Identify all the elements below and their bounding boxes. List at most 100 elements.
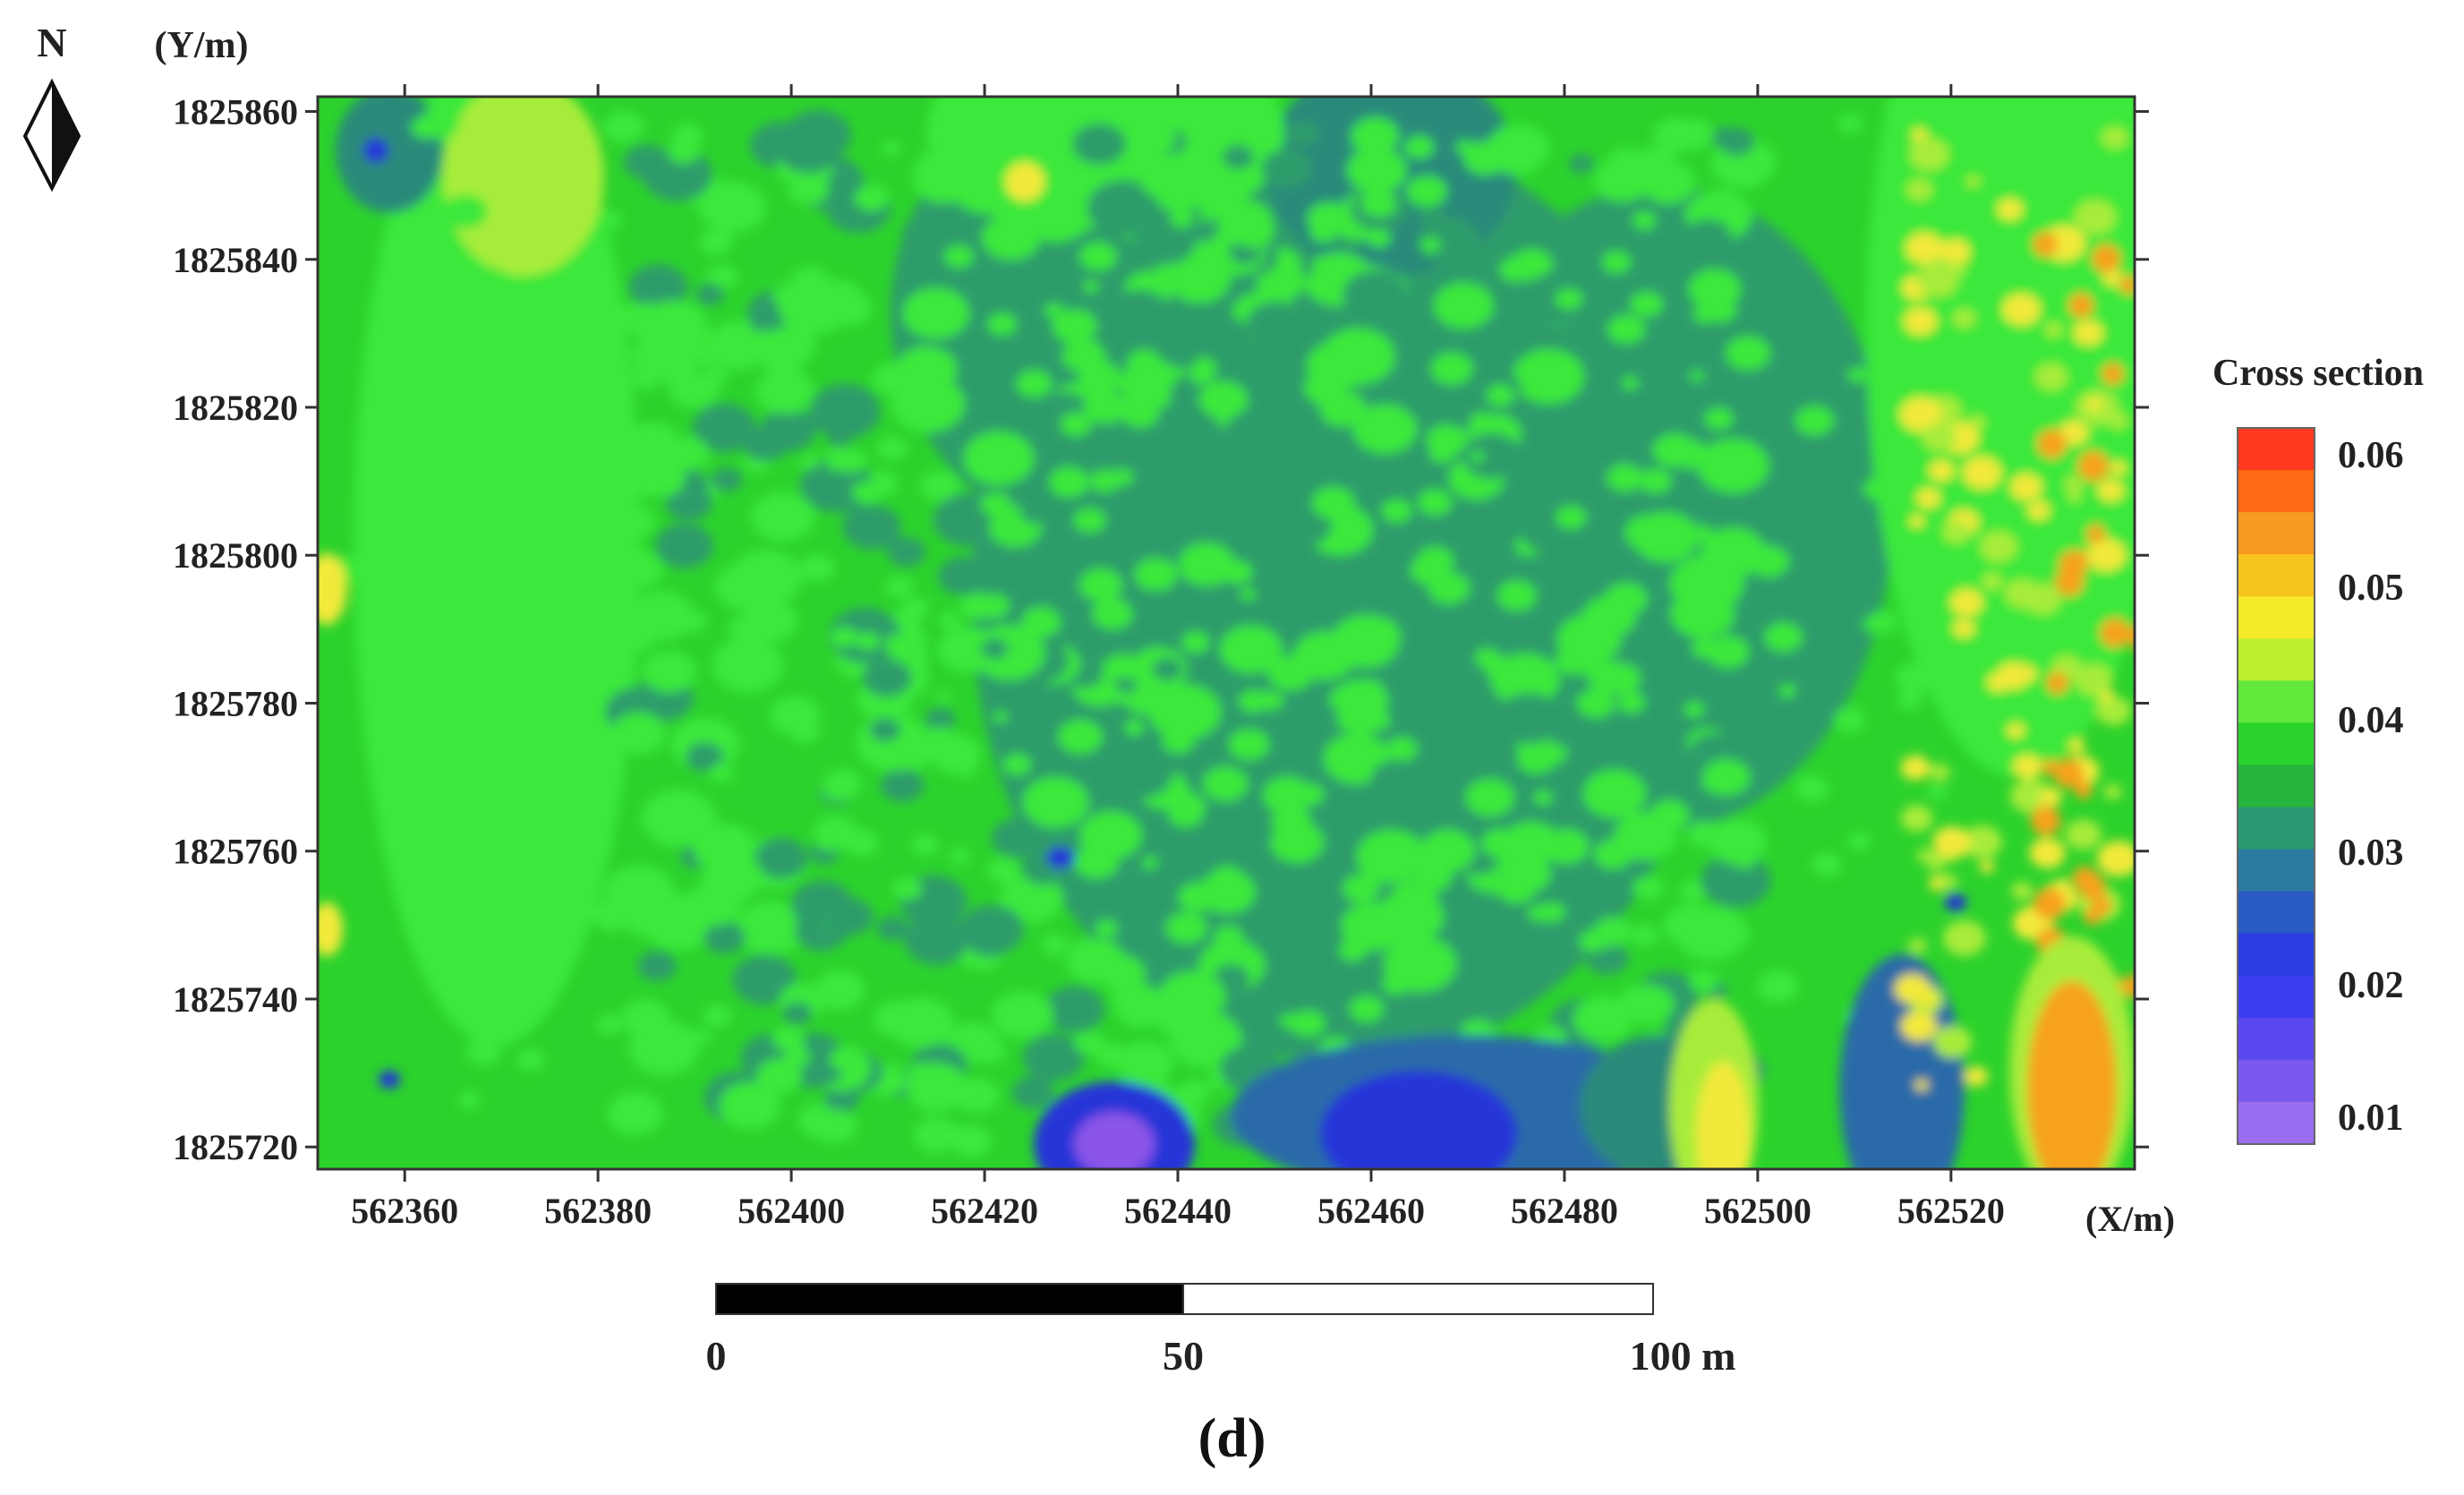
field-cell: [1112, 468, 1134, 486]
field-cell: [979, 594, 1010, 618]
legend-label: 0.02: [2338, 965, 2404, 1006]
high-anomaly: [2033, 232, 2058, 257]
field-cell: [987, 608, 1002, 619]
high-anomaly: [1909, 515, 1924, 528]
field-cell: [539, 809, 576, 839]
field-cell: [1041, 935, 1069, 955]
high-anomaly: [2059, 420, 2089, 445]
high-zone: [2027, 981, 2117, 1169]
field-cell: [613, 302, 654, 334]
field-cell: [823, 897, 874, 936]
scale-bar: [715, 1283, 1654, 1315]
field-cell: [826, 290, 872, 326]
field-cell: [1692, 445, 1725, 470]
high-anomaly: [1942, 920, 1986, 956]
low-anomaly: [2409, 927, 2464, 999]
field-cell: [904, 915, 969, 965]
field-cell: [516, 1049, 544, 1071]
field-cell: [877, 437, 908, 460]
field-cell: [1222, 145, 1254, 169]
high-anomaly: [2039, 788, 2062, 807]
field-cell: [1286, 121, 1319, 147]
field-cell: [1220, 220, 1238, 234]
x-tick-label: 562360: [351, 1191, 458, 1231]
field-cell: [1837, 114, 1863, 133]
field-cell: [1382, 658, 1446, 708]
field-cell: [1897, 690, 1923, 709]
field-cell: [919, 470, 960, 502]
field-cell: [1420, 236, 1441, 253]
field-cell: [1305, 370, 1347, 402]
field-cell: [1170, 209, 1195, 228]
x-tick-label: 562500: [1704, 1191, 1812, 1231]
field-cell: [935, 691, 950, 703]
high-anomaly: [2102, 126, 2127, 149]
field-cell: [691, 1029, 712, 1044]
field-cell: [703, 1004, 731, 1027]
field-cell: [1179, 1080, 1211, 1105]
field-cell: [1504, 935, 1568, 986]
field-cell: [1196, 465, 1261, 516]
field-cell: [1593, 917, 1632, 947]
high-anomaly: [2042, 759, 2058, 775]
field-cell: [885, 576, 914, 598]
field-cell: [1211, 866, 1243, 891]
field-cell: [667, 386, 682, 398]
field-cell: [1707, 636, 1750, 669]
high-anomaly: [2074, 200, 2116, 235]
high-anomaly: [2046, 671, 2069, 695]
field-cell: [1058, 719, 1103, 755]
field-cell: [1178, 542, 1235, 586]
high-anomaly: [1962, 824, 2002, 859]
scale-bar-black-segment: [716, 1284, 1183, 1314]
field-cell: [1891, 199, 1908, 212]
field-cell: [491, 515, 507, 527]
field-cell: [1607, 464, 1643, 492]
field-cell: [1356, 829, 1427, 884]
legend-swatch: [2238, 470, 2315, 514]
field-cell: [1573, 995, 1633, 1042]
field-cell: [819, 125, 844, 145]
field-cell: [991, 817, 1044, 859]
high-anomaly: [1979, 860, 1995, 874]
field-cell: [1597, 696, 1614, 709]
field-cell: [1162, 511, 1213, 550]
field-cell: [1213, 925, 1244, 949]
high-anomaly: [1917, 263, 1958, 298]
high-anomaly: [1942, 520, 1971, 544]
y-tick-label: 1825840: [173, 240, 298, 280]
field-cell: [1403, 135, 1435, 159]
field-cell: [1418, 489, 1453, 516]
field-cell: [686, 742, 724, 772]
legend-swatch: [2238, 891, 2315, 935]
field-cell: [1426, 424, 1468, 457]
field-cell: [1653, 117, 1699, 152]
field-cell: [980, 492, 1011, 517]
field-cell: [1020, 503, 1047, 524]
field-cell: [1652, 433, 1697, 467]
field-cell: [1748, 545, 1789, 577]
high-anomaly: [1962, 456, 2002, 490]
field-cell: [1556, 505, 1586, 529]
field-cell: [1670, 589, 1735, 639]
field-cell: [1796, 776, 1829, 802]
field-cell: [1689, 970, 1719, 993]
field-cell: [1078, 360, 1121, 395]
field-cell: [1511, 248, 1553, 281]
high-anomaly: [2086, 538, 2126, 572]
field-cell: [1757, 970, 1798, 1003]
field-cell: [1073, 508, 1106, 533]
field-cell: [1735, 852, 1755, 869]
high-anomaly: [1926, 854, 1946, 870]
low-anomaly: [1046, 847, 1075, 868]
north-arrow-icon: [22, 78, 81, 192]
field-cell: [756, 1058, 803, 1094]
field-cell: [1996, 251, 2033, 280]
field-cell: [1430, 352, 1473, 385]
high-anomaly: [1914, 1079, 1929, 1091]
field-cell: [1219, 625, 1283, 674]
field-cell: [695, 343, 727, 367]
field-cell: [1323, 732, 1390, 784]
field-cell: [1116, 1041, 1174, 1086]
field-cell: [1104, 703, 1133, 725]
